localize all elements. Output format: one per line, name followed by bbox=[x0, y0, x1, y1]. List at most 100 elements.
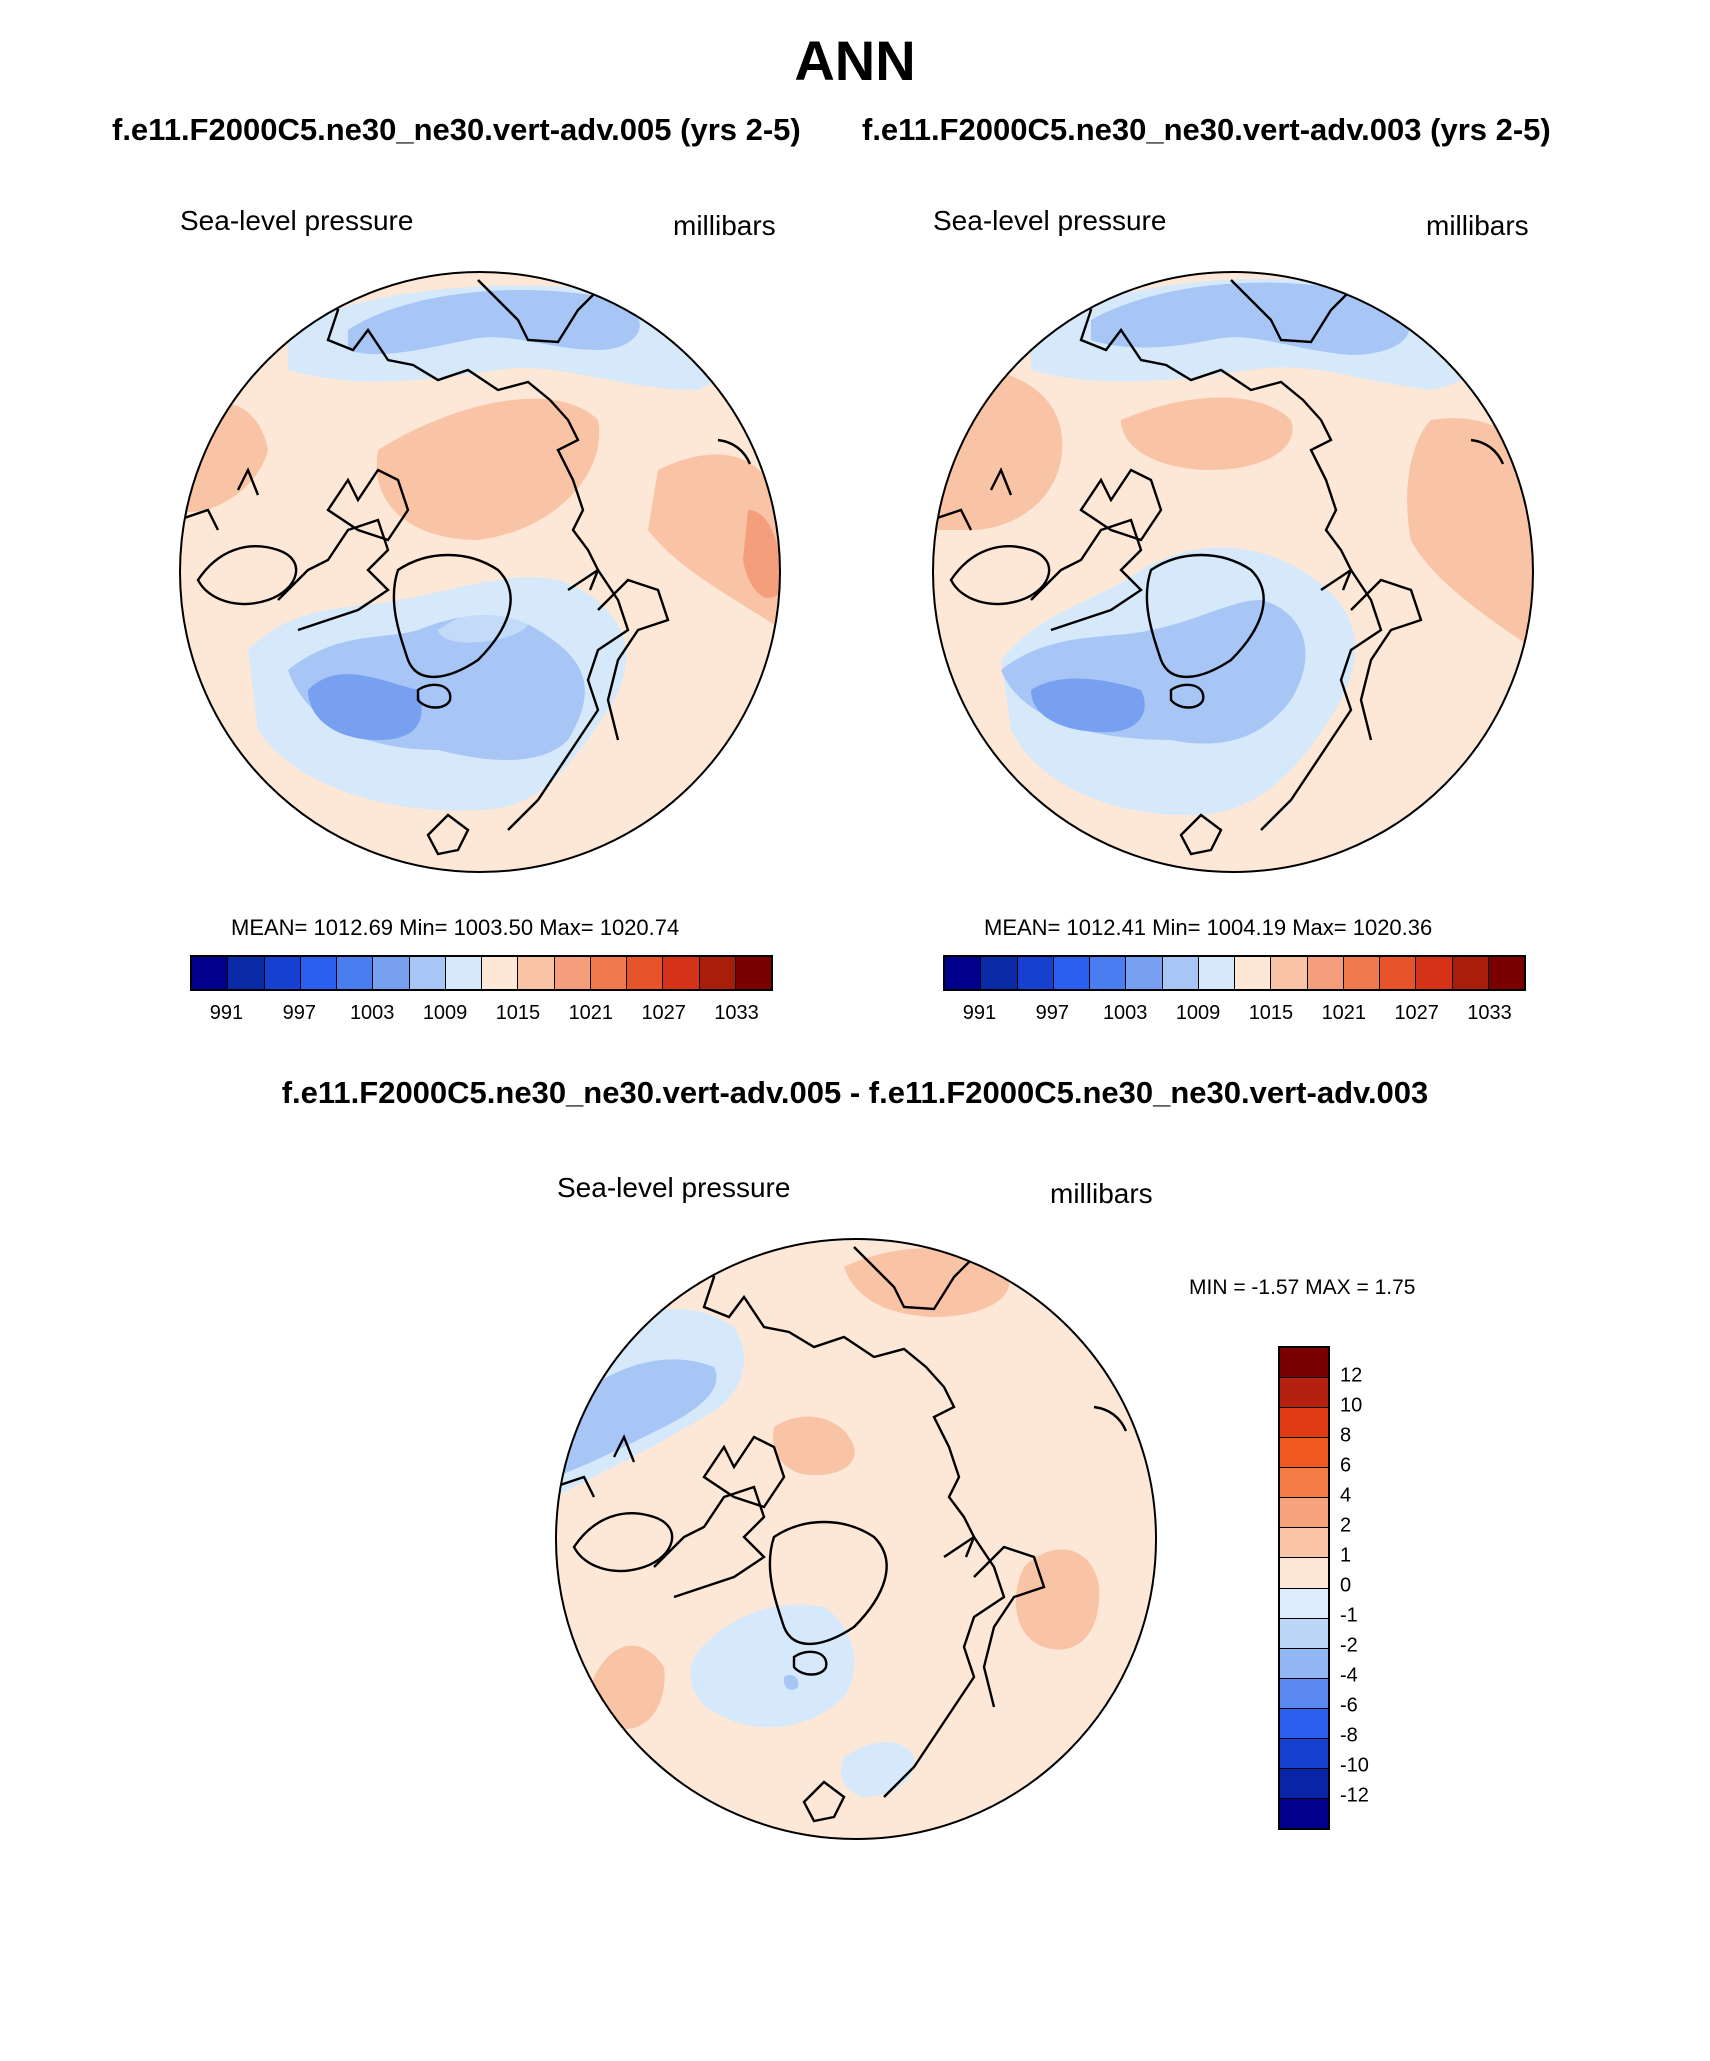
colorbar-swatch bbox=[1343, 957, 1380, 989]
case1-title: f.e11.F2000C5.ne30_ne30.vert-adv.005 (yr… bbox=[112, 112, 801, 147]
colorbar-swatch bbox=[1280, 1708, 1328, 1739]
colorbar-tick-label: 1027 bbox=[641, 1002, 686, 1024]
panel2-stats: MEAN= 1012.41 Min= 1004.19 Max= 1020.36 bbox=[984, 915, 1433, 940]
colorbar-swatch bbox=[1280, 1468, 1328, 1499]
colorbar-tick-label: 1 bbox=[1340, 1544, 1352, 1567]
colorbar-tick-label: 1009 bbox=[1175, 1002, 1221, 1024]
diff-title: f.e11.F2000C5.ne30_ne30.vert-adv.005 - f… bbox=[281, 1075, 1429, 1110]
colorbar-swatch bbox=[1126, 957, 1163, 989]
colorbar-swatch bbox=[1053, 957, 1090, 989]
colorbar-tick-label: 6 bbox=[1340, 1454, 1352, 1477]
colorbar-swatch bbox=[1017, 957, 1054, 989]
colorbar-swatch bbox=[518, 957, 555, 989]
colorbar-tick-label: 991 bbox=[962, 1002, 997, 1024]
panel2-polar-map bbox=[932, 271, 1534, 873]
panel2-variable-label: Sea-level pressure bbox=[933, 205, 1167, 236]
colorbar-swatch bbox=[627, 957, 664, 989]
colorbar-tick-label: -1 bbox=[1340, 1604, 1358, 1627]
colorbar-tick-label: 1003 bbox=[349, 1002, 395, 1024]
colorbar-swatch bbox=[1280, 1408, 1328, 1439]
diff-colorbar-ticks: 12 10 8 6 4 2 1 0 -1 -2 -4 -6 -8 -10 -12 bbox=[1340, 1346, 1400, 1826]
colorbar-swatch bbox=[1235, 957, 1272, 989]
colorbar-swatch bbox=[1280, 1498, 1328, 1529]
panel1-colorbar bbox=[190, 955, 773, 991]
colorbar-tick-label: -4 bbox=[1340, 1664, 1358, 1687]
colorbar-swatch bbox=[300, 957, 337, 989]
colorbar-swatch bbox=[554, 957, 591, 989]
colorbar-tick-label: 991 bbox=[209, 1002, 244, 1024]
colorbar-tick-label: 997 bbox=[282, 1002, 316, 1024]
colorbar-tick-label: 1033 bbox=[714, 1002, 759, 1024]
panel2-colorbar bbox=[943, 955, 1526, 991]
colorbar-swatch bbox=[1452, 957, 1489, 989]
diff-units-label: millibars bbox=[1050, 1178, 1153, 1209]
colorbar-tick-label: 1003 bbox=[1102, 1002, 1148, 1024]
colorbar-tick-label: 1033 bbox=[1467, 1002, 1512, 1024]
panel1-polar-map bbox=[179, 271, 781, 873]
colorbar-tick-label: 1009 bbox=[422, 1002, 468, 1024]
colorbar-swatch bbox=[1280, 1768, 1328, 1799]
colorbar-swatch bbox=[1307, 957, 1344, 989]
colorbar-tick-label: 1027 bbox=[1394, 1002, 1439, 1024]
colorbar-swatch bbox=[1280, 1348, 1328, 1379]
colorbar-swatch bbox=[228, 957, 265, 989]
page-title: ANN bbox=[794, 29, 916, 92]
colorbar-tick-label: 10 bbox=[1340, 1394, 1363, 1417]
colorbar-swatch bbox=[1416, 957, 1453, 989]
colorbar-tick-label: 1015 bbox=[495, 1002, 541, 1024]
colorbar-swatch bbox=[1280, 1648, 1328, 1679]
diff-stats: MIN = -1.57 MAX = 1.75 bbox=[1189, 1276, 1416, 1299]
case2-title: f.e11.F2000C5.ne30_ne30.vert-adv.003 (yr… bbox=[862, 112, 1551, 147]
colorbar-swatch bbox=[1280, 1528, 1328, 1559]
panel2-units-label: millibars bbox=[1426, 210, 1529, 241]
colorbar-swatch bbox=[337, 957, 374, 989]
panel1-units-label: millibars bbox=[673, 210, 776, 241]
diff-variable-label: Sea-level pressure bbox=[557, 1172, 791, 1203]
colorbar-swatch bbox=[663, 957, 700, 989]
colorbar-swatch bbox=[1280, 1738, 1328, 1769]
colorbar-tick-label: -6 bbox=[1340, 1694, 1358, 1717]
colorbar-swatch bbox=[1280, 1588, 1328, 1619]
colorbar-swatch bbox=[1280, 1438, 1328, 1469]
panel1-variable-label: Sea-level pressure bbox=[180, 205, 414, 236]
colorbar-swatch bbox=[1280, 1798, 1328, 1828]
colorbar-swatch bbox=[1280, 1678, 1328, 1709]
panel2-colorbar-ticks: 991 997 1003 1009 1015 1021 1027 1033 bbox=[943, 1002, 1526, 1028]
colorbar-swatch bbox=[1280, 1378, 1328, 1409]
colorbar-swatch bbox=[264, 957, 301, 989]
colorbar-swatch bbox=[699, 957, 736, 989]
colorbar-swatch bbox=[1280, 1558, 1328, 1589]
colorbar-swatch bbox=[1198, 957, 1235, 989]
colorbar-tick-label: 0 bbox=[1340, 1574, 1352, 1597]
colorbar-swatch bbox=[1162, 957, 1199, 989]
diff-colorbar bbox=[1278, 1346, 1330, 1830]
colorbar-tick-label: 2 bbox=[1340, 1514, 1352, 1537]
colorbar-swatch bbox=[945, 957, 982, 989]
colorbar-swatch bbox=[445, 957, 482, 989]
colorbar-swatch bbox=[1090, 957, 1127, 989]
colorbar-swatch bbox=[981, 957, 1018, 989]
colorbar-swatch bbox=[482, 957, 519, 989]
colorbar-tick-label: 1015 bbox=[1248, 1002, 1294, 1024]
colorbar-swatch bbox=[1280, 1618, 1328, 1649]
colorbar-swatch bbox=[735, 957, 771, 989]
colorbar-swatch bbox=[1488, 957, 1524, 989]
panel1-colorbar-ticks: 991 997 1003 1009 1015 1021 1027 1033 bbox=[190, 1002, 773, 1028]
colorbar-tick-label: 12 bbox=[1340, 1364, 1363, 1387]
colorbar-tick-label: -12 bbox=[1340, 1784, 1369, 1807]
colorbar-swatch bbox=[590, 957, 627, 989]
diff-polar-map bbox=[555, 1238, 1157, 1840]
colorbar-tick-label: 1021 bbox=[568, 1002, 614, 1024]
colorbar-swatch bbox=[1271, 957, 1308, 989]
colorbar-tick-label: 4 bbox=[1340, 1484, 1352, 1507]
colorbar-tick-label: -10 bbox=[1340, 1754, 1369, 1777]
colorbar-tick-label: 1021 bbox=[1321, 1002, 1367, 1024]
colorbar-swatch bbox=[192, 957, 229, 989]
colorbar-tick-label: -2 bbox=[1340, 1634, 1358, 1657]
colorbar-swatch bbox=[373, 957, 410, 989]
colorbar-swatch bbox=[1380, 957, 1417, 989]
panel1-stats: MEAN= 1012.69 Min= 1003.50 Max= 1020.74 bbox=[231, 915, 680, 940]
colorbar-tick-label: 997 bbox=[1035, 1002, 1069, 1024]
colorbar-tick-label: -8 bbox=[1340, 1724, 1358, 1747]
colorbar-swatch bbox=[409, 957, 446, 989]
